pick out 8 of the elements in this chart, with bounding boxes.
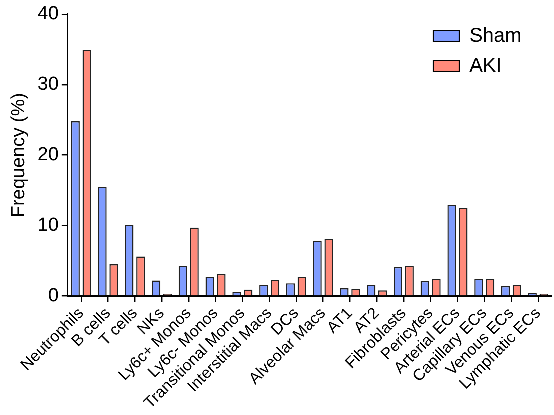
y-tick-label: 20 [38, 144, 59, 166]
y-tick-label: 10 [38, 215, 59, 236]
legend-label: AKI [470, 54, 502, 77]
y-tick-label: 40 [38, 4, 59, 25]
y-axis-title: Frequency (%) [8, 93, 30, 218]
legend-label: Sham [470, 24, 522, 47]
y-tick-label: 0 [48, 285, 59, 306]
y-tick-label: 30 [38, 74, 59, 96]
